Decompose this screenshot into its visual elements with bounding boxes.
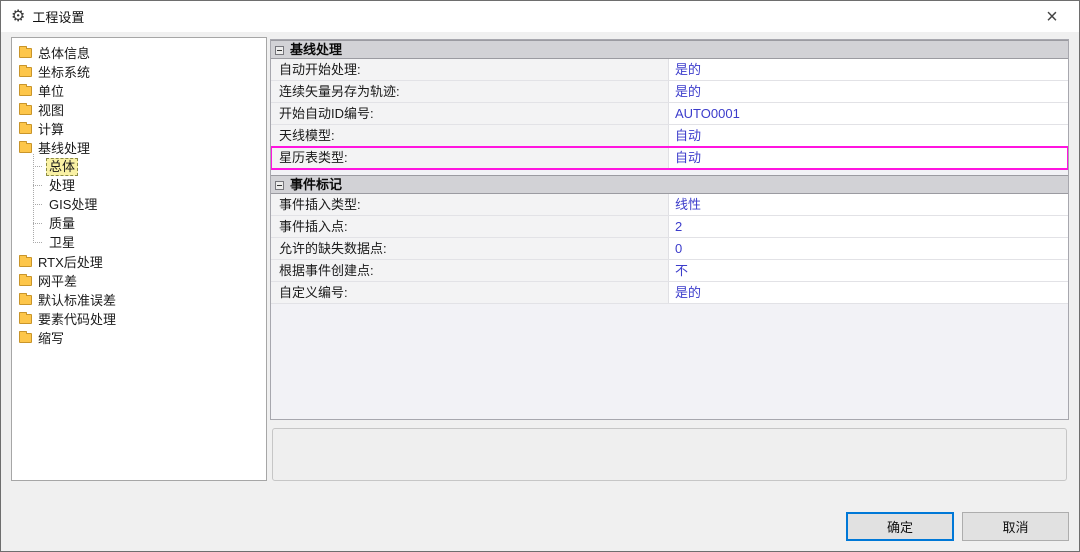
tree-connector <box>33 185 42 186</box>
tree-item-label: 缩写 <box>38 331 65 346</box>
folder-icon <box>19 83 32 96</box>
tree-item-computations[interactable]: 计算 <box>12 119 266 138</box>
property-value[interactable]: AUTO0001 <box>669 103 1068 124</box>
tree-item-rtx-postprocessing[interactable]: RTX后处理 <box>12 252 266 271</box>
tree-item-general-information[interactable]: 总体信息 <box>12 43 266 62</box>
folder-icon <box>19 121 32 134</box>
tree-connector <box>33 204 42 205</box>
ok-button[interactable]: 确定 <box>846 512 954 541</box>
cancel-button[interactable]: 取消 <box>962 512 1069 541</box>
tree-item-label: 要素代码处理 <box>38 312 117 327</box>
property-value[interactable]: 是的 <box>669 59 1068 80</box>
title-bar: ⚙ 工程设置 × <box>1 1 1079 32</box>
folder-icon <box>19 140 32 153</box>
folder-icon <box>19 330 32 343</box>
property-value[interactable]: 0 <box>669 238 1068 259</box>
tree-item-units[interactable]: 单位 <box>12 81 266 100</box>
row-allowed-missing-data-points[interactable]: 允许的缺失数据点: 0 <box>271 238 1068 260</box>
tree-child-label: 处理 <box>49 177 76 193</box>
group-title: 事件标记 <box>290 177 343 192</box>
row-event-insert-points[interactable]: 事件插入点: 2 <box>271 216 1068 238</box>
tree-item-network-adjustment[interactable]: 网平差 <box>12 271 266 290</box>
folder-icon <box>19 273 32 286</box>
tree-item-label: 总体信息 <box>38 46 91 61</box>
folder-icon <box>19 292 32 305</box>
group-header-event-marks[interactable]: 事件标记 <box>271 175 1068 194</box>
tree-child-label: 质量 <box>49 215 76 231</box>
property-label: 连续矢量另存为轨迹: <box>271 81 669 102</box>
tree-child-label: GIS处理 <box>49 196 98 212</box>
property-label: 根据事件创建点: <box>271 260 669 281</box>
tree-item-label: 默认标准误差 <box>38 293 117 308</box>
group-header-baseline-processing[interactable]: 基线处理 <box>271 40 1068 59</box>
property-label: 事件插入类型: <box>271 194 669 215</box>
tree-item-label: RTX后处理 <box>38 255 103 270</box>
baseline-processing-children: 总体 处理 GIS处理 质量 卫星 <box>33 154 266 252</box>
tree-item-default-standard-errors[interactable]: 默认标准误差 <box>12 290 266 309</box>
tree-connector <box>33 166 42 167</box>
tree-child-satellites[interactable]: 卫星 <box>33 233 266 252</box>
property-grid: 基线处理 自动开始处理: 是的 连续矢量另存为轨迹: 是的 开始自动ID编号: … <box>270 39 1069 420</box>
tree-item-label: 网平差 <box>38 274 78 289</box>
tree-child-quality[interactable]: 质量 <box>33 214 266 233</box>
property-label: 天线模型: <box>271 125 669 146</box>
property-label: 开始自动ID编号: <box>271 103 669 124</box>
property-label: 允许的缺失数据点: <box>271 238 669 259</box>
tree-item-label: 单位 <box>38 84 65 99</box>
folder-icon <box>19 64 32 77</box>
row-save-continuous-vectors-as-trajectory[interactable]: 连续矢量另存为轨迹: 是的 <box>271 81 1068 103</box>
tree-item-label: 计算 <box>38 122 65 137</box>
row-event-insert-type[interactable]: 事件插入类型: 线性 <box>271 194 1068 216</box>
property-label: 星历表类型: <box>271 147 669 168</box>
tree-item-baseline-processing[interactable]: 基线处理 <box>12 138 266 157</box>
tree-child-general[interactable]: 总体 <box>33 157 266 176</box>
tree-item-label: 视图 <box>38 103 65 118</box>
tree-connector <box>33 223 42 224</box>
property-value[interactable]: 是的 <box>669 282 1068 303</box>
tree-item-coordinate-system[interactable]: 坐标系统 <box>12 62 266 81</box>
folder-icon <box>19 311 32 324</box>
row-antenna-model[interactable]: 天线模型: 自动 <box>271 125 1068 147</box>
close-icon[interactable]: × <box>1046 5 1058 28</box>
tree-item-label: 坐标系统 <box>38 65 91 80</box>
property-value[interactable]: 线性 <box>669 194 1068 215</box>
tree-connector <box>33 242 42 243</box>
settings-tree: 总体信息 坐标系统 单位 视图 计算 基线处理 总体 <box>11 37 267 481</box>
row-create-points-from-events[interactable]: 根据事件创建点: 不 <box>271 260 1068 282</box>
tree-child-processing[interactable]: 处理 <box>33 176 266 195</box>
property-value[interactable]: 2 <box>669 216 1068 237</box>
tree-item-feature-code-processing[interactable]: 要素代码处理 <box>12 309 266 328</box>
property-value[interactable]: 自动 <box>669 147 1068 168</box>
folder-icon <box>19 45 32 58</box>
tree-child-gis-processing[interactable]: GIS处理 <box>33 195 266 214</box>
tree-item-abbreviations[interactable]: 缩写 <box>12 328 266 347</box>
tree-child-label-selected: 总体 <box>46 157 79 176</box>
row-start-auto-id-number[interactable]: 开始自动ID编号: AUTO0001 <box>271 103 1068 125</box>
property-value[interactable]: 不 <box>669 260 1068 281</box>
property-value[interactable]: 自动 <box>669 125 1068 146</box>
row-custom-numbering[interactable]: 自定义编号: 是的 <box>271 282 1068 304</box>
tree-item-view[interactable]: 视图 <box>12 100 266 119</box>
property-label: 事件插入点: <box>271 216 669 237</box>
gear-icon: ⚙ <box>11 7 26 25</box>
description-panel <box>272 428 1067 481</box>
property-value[interactable]: 是的 <box>669 81 1068 102</box>
row-auto-start-processing[interactable]: 自动开始处理: 是的 <box>271 59 1068 81</box>
tree-child-label: 卫星 <box>49 234 76 250</box>
group-title: 基线处理 <box>290 42 343 57</box>
folder-icon <box>19 254 32 267</box>
row-ephemeris-type[interactable]: 星历表类型: 自动 <box>271 146 1068 170</box>
tree-item-label: 基线处理 <box>38 141 91 156</box>
property-label: 自定义编号: <box>271 282 669 303</box>
window-title: 工程设置 <box>32 10 85 25</box>
folder-icon <box>19 102 32 115</box>
collapse-icon[interactable] <box>275 181 284 190</box>
collapse-icon[interactable] <box>275 46 284 55</box>
property-label: 自动开始处理: <box>271 59 669 80</box>
